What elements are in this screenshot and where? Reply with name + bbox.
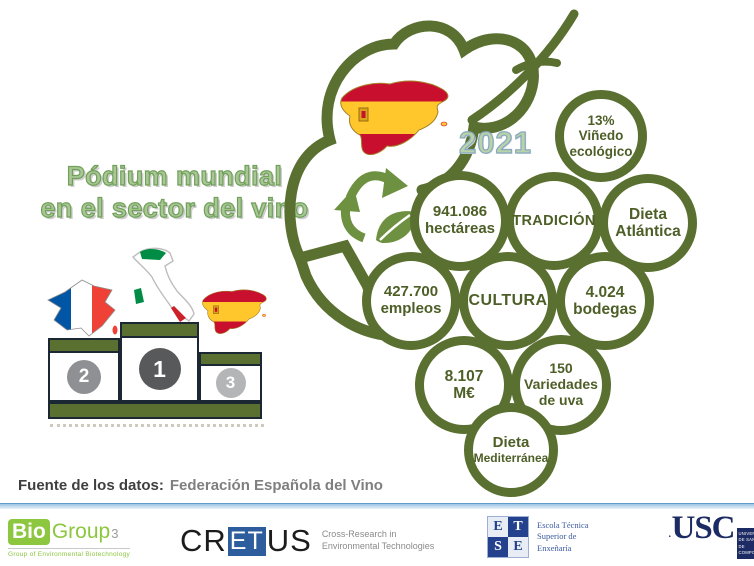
usc-dot: .	[668, 526, 672, 541]
biogroup-wordmark: Bio Group 3	[8, 519, 130, 546]
etse-logo: E T S E Escola Técnica Superior de Enxeñ…	[487, 516, 589, 558]
page-title: Pódium mundial en el sector del vino	[22, 160, 327, 225]
usc-name-2: DE SANTIAGO	[738, 537, 754, 543]
grape-stat-dieta-mediterranea: Dieta Mediterránea	[464, 403, 558, 497]
data-source: Fuente de los datos: Federación Española …	[18, 477, 383, 494]
stat-line: Dieta	[629, 205, 667, 223]
cretus-wordmark: CR ET US	[180, 523, 312, 559]
stat-line: Atlántica	[615, 223, 681, 240]
etse-name-1: Escola Técnica	[537, 520, 589, 531]
podium-cap	[48, 338, 120, 353]
stat-line: 150	[549, 360, 573, 377]
biogroup-tagline: Group of Environmental Biotechnology	[8, 548, 131, 558]
usc-logo: . USC UNIVERSIDADE DE SANTIAGO DE COMPOS…	[668, 510, 754, 560]
grape-stat-bodegas: 4.024 bodegas	[556, 252, 654, 350]
stat-line: 941.086	[432, 203, 488, 221]
etse-cell-e1: E	[488, 517, 508, 537]
grape-stat-facturacion: 8.107 M€	[415, 336, 513, 434]
year-label: 2021	[458, 124, 532, 160]
recycle-eco-icon	[334, 168, 416, 244]
rank-badge-1: 1	[138, 348, 181, 390]
podium-box: 2	[48, 353, 120, 402]
usc-acronym: USC	[671, 510, 736, 546]
podium-place-2: 2	[48, 338, 120, 402]
grape-stem-branch	[512, 57, 561, 74]
podium-cap	[199, 352, 262, 366]
stat-line: Viñedo	[578, 128, 624, 144]
etse-cell-t: T	[508, 517, 528, 537]
etse-cell-s: S	[488, 537, 508, 557]
biogroup-sup: 3	[111, 526, 119, 541]
etse-name-3: Enxeñaría	[537, 542, 572, 553]
usc-name-1: UNIVERSIDADE	[738, 531, 754, 536]
stat-line: 8.107	[444, 367, 484, 385]
podium-base	[48, 402, 262, 419]
stat-line: 13%	[587, 113, 615, 129]
rank-badge-2: 2	[67, 359, 101, 394]
podium-box: 3	[199, 366, 262, 402]
grape-stat-empleos: 427.700 empleos	[362, 252, 460, 350]
cretus-cr: CR	[180, 523, 227, 558]
biogroup-group-text: Group	[51, 520, 111, 543]
stat-line: Mediterránea	[473, 450, 549, 465]
podium-place-1: 1	[120, 322, 199, 402]
stat-line: Variedades	[524, 376, 598, 393]
italy-flag-map	[131, 247, 195, 332]
cretus-et-badge: ET	[227, 526, 266, 556]
grape-stat-hectareas: 941.086 hectáreas	[410, 171, 510, 271]
grape-stat-cultura: CULTURA	[459, 252, 557, 350]
title-line-1: Pódium mundial	[66, 160, 283, 191]
footer-divider	[0, 503, 754, 509]
podium-place-3: 3	[199, 352, 262, 402]
podium-cap	[120, 322, 199, 338]
cretus-tagline-2: Environmental Technologies	[321, 541, 435, 551]
stat-line: hectáreas	[424, 220, 496, 237]
stat-line: 4.024	[585, 283, 625, 301]
usc-name-3: DE COMPOSTELA	[738, 543, 754, 555]
stat-line: M€	[453, 385, 475, 402]
source-value: Federación Española del Vino	[169, 477, 383, 494]
stat-line: bodegas	[573, 301, 637, 318]
france-flag-map	[47, 279, 118, 337]
cretus-us: US	[266, 523, 312, 558]
spain-flag-map-podium	[196, 282, 270, 344]
cretus-tagline-1: Cross-Research in	[321, 529, 397, 540]
stat-line: 427.700	[383, 283, 439, 301]
cretus-tagline: Cross-Research in Environmental Technolo…	[322, 529, 434, 552]
etse-name: Escola Técnica Superior de Enxeñaría	[537, 520, 589, 553]
cretus-logo: CR ET US Cross-Research in Environmental…	[180, 523, 434, 559]
source-label: Fuente de los datos:	[18, 477, 164, 494]
stat-line: CULTURA	[468, 292, 548, 310]
grape-tendril	[467, 9, 579, 125]
stat-line: de uva	[538, 391, 584, 408]
etse-cell-e2: E	[508, 537, 528, 557]
podium-box: 1	[120, 338, 199, 402]
stat-line: TRADICIÓN	[512, 212, 596, 229]
biogroup-bio-badge: Bio	[8, 519, 50, 546]
grape-stat-vinedo-ecologico: 13% Viñedo ecológico	[555, 90, 647, 182]
stat-line: empleos	[380, 300, 442, 317]
title-line-2: en el sector del vino	[40, 193, 309, 224]
usc-name-box: UNIVERSIDADE DE SANTIAGO DE COMPOSTELA	[736, 528, 754, 560]
grape-stat-tradicion: TRADICIÓN	[505, 172, 603, 270]
etse-name-2: Superior de	[537, 531, 577, 542]
etse-letter-grid: E T S E	[487, 516, 529, 558]
stat-line: ecológico	[569, 143, 633, 159]
rank-badge-3: 3	[215, 368, 246, 398]
grape-stat-dieta-atlantica: Dieta Atlántica	[599, 174, 697, 272]
podium-shadow-dots	[50, 424, 264, 427]
stat-line: Dieta	[492, 433, 530, 451]
biogroup-logo: Bio Group 3 Group of Environmental Biote…	[8, 519, 131, 558]
